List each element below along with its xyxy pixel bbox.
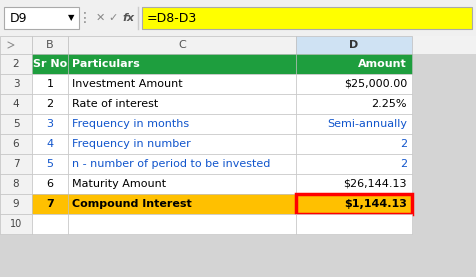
Bar [32, 114, 68, 134]
Bar [0, 154, 32, 174]
Text: 5: 5 [13, 119, 20, 129]
Text: ✕: ✕ [95, 13, 105, 23]
Bar [296, 214, 412, 234]
Text: 1: 1 [47, 79, 53, 89]
Text: Maturity Amount: Maturity Amount [72, 179, 166, 189]
Bar [0, 54, 32, 74]
Bar [68, 94, 296, 114]
Text: 2: 2 [400, 159, 407, 169]
Bar [32, 134, 68, 154]
Text: 8: 8 [13, 179, 20, 189]
Text: n - number of period to be invested: n - number of period to be invested [72, 159, 270, 169]
Bar [0, 36, 476, 54]
Bar [0, 214, 32, 234]
Bar [0, 36, 32, 54]
Bar [296, 194, 412, 214]
Text: 4: 4 [47, 139, 54, 149]
Bar [68, 114, 296, 134]
Bar [68, 54, 296, 74]
Bar [68, 134, 296, 154]
Bar [296, 194, 412, 214]
Bar [4, 7, 79, 29]
Text: Frequency in number: Frequency in number [72, 139, 191, 149]
Text: B: B [46, 40, 54, 50]
Bar [68, 174, 296, 194]
Bar [0, 0, 476, 36]
Bar [68, 36, 296, 54]
Bar [32, 94, 68, 114]
Text: D9: D9 [10, 12, 28, 24]
Bar [68, 214, 296, 234]
Bar [0, 94, 32, 114]
Bar [142, 7, 472, 29]
Bar [32, 174, 68, 194]
Bar [0, 74, 32, 94]
Bar [296, 134, 412, 154]
Text: Amount: Amount [358, 59, 407, 69]
Text: Semi-annually: Semi-annually [327, 119, 407, 129]
Text: 9: 9 [13, 199, 20, 209]
Text: Sr No: Sr No [33, 59, 67, 69]
Text: Frequency in months: Frequency in months [72, 119, 189, 129]
Text: ▼: ▼ [68, 14, 74, 22]
Text: 6: 6 [13, 139, 20, 149]
Text: 10: 10 [10, 219, 22, 229]
Bar [32, 194, 68, 214]
Text: 2: 2 [13, 59, 20, 69]
Text: $25,000.00: $25,000.00 [344, 79, 407, 89]
Text: Particulars: Particulars [72, 59, 140, 69]
Bar [68, 194, 296, 214]
Bar [296, 54, 412, 74]
Text: 2: 2 [400, 139, 407, 149]
Text: 7: 7 [46, 199, 54, 209]
Bar [0, 194, 32, 214]
Text: $1,144.13: $1,144.13 [344, 199, 407, 209]
Text: 6: 6 [47, 179, 53, 189]
Text: 2.25%: 2.25% [371, 99, 407, 109]
Bar [32, 154, 68, 174]
Bar [0, 134, 32, 154]
Text: 3: 3 [13, 79, 20, 89]
Bar [32, 74, 68, 94]
Bar [296, 36, 412, 54]
Text: Investment Amount: Investment Amount [72, 79, 183, 89]
Bar [0, 174, 32, 194]
Bar [0, 114, 32, 134]
Bar [32, 214, 68, 234]
Text: D: D [349, 40, 358, 50]
Text: =D8-D3: =D8-D3 [147, 12, 197, 24]
Bar [296, 114, 412, 134]
Bar [296, 174, 412, 194]
Text: 4: 4 [13, 99, 20, 109]
Text: $26,144.13: $26,144.13 [344, 179, 407, 189]
Text: 5: 5 [47, 159, 53, 169]
Text: ✓: ✓ [109, 13, 118, 23]
Text: 2: 2 [47, 99, 54, 109]
Bar [32, 36, 68, 54]
Bar [296, 154, 412, 174]
Text: fx: fx [122, 13, 134, 23]
Text: ⋮: ⋮ [78, 11, 92, 25]
Text: 3: 3 [47, 119, 53, 129]
Bar [296, 74, 412, 94]
Text: 7: 7 [13, 159, 20, 169]
Bar [68, 154, 296, 174]
Text: Compound Interest: Compound Interest [72, 199, 192, 209]
Bar [296, 94, 412, 114]
Bar [32, 54, 68, 74]
Text: C: C [178, 40, 186, 50]
Bar [68, 74, 296, 94]
Text: Rate of interest: Rate of interest [72, 99, 158, 109]
